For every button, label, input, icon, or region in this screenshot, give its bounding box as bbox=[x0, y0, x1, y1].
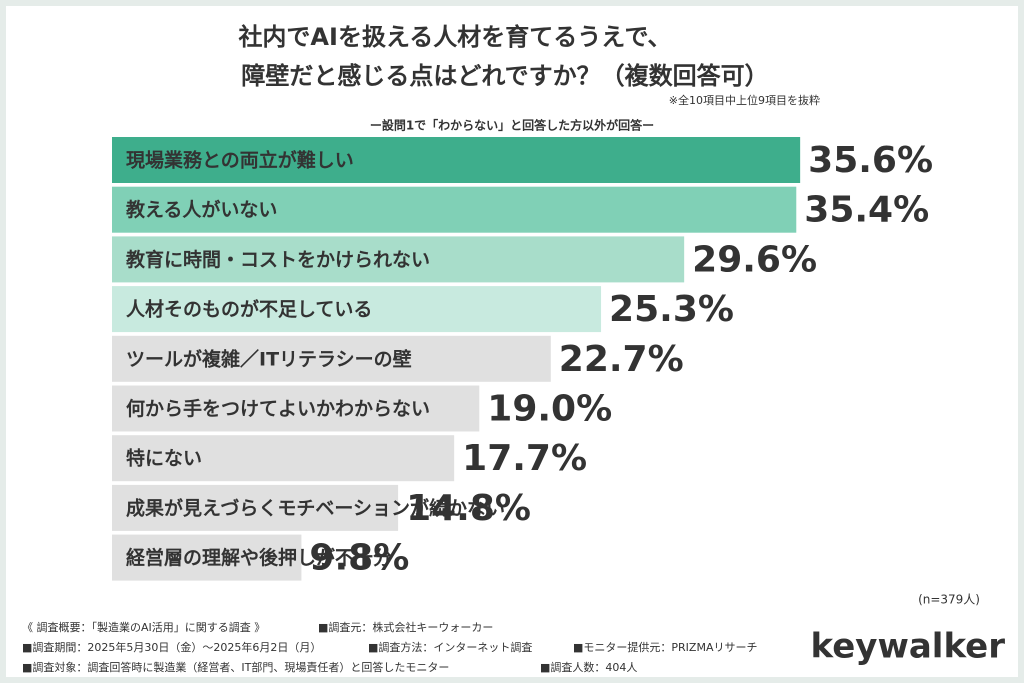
sample-note: (n=379人) bbox=[918, 593, 980, 607]
bar bbox=[112, 385, 480, 432]
footer-note: ■調査人数：404人 bbox=[540, 660, 637, 674]
footer-note: 《 調査概要：「製造業のAI活用」に関する調査 》 bbox=[22, 620, 265, 634]
bar bbox=[112, 236, 685, 283]
category-label: 特にない bbox=[126, 448, 202, 470]
value-label: 9.8% bbox=[309, 538, 409, 579]
footer-note: ■モニター提供元：PRIZMAリサーチ bbox=[573, 640, 757, 654]
value-label: 29.6% bbox=[692, 239, 817, 280]
category-label: 教育に時間・コストをかけられない bbox=[126, 248, 430, 271]
value-label: 19.0% bbox=[487, 389, 612, 430]
bar bbox=[112, 484, 399, 531]
value-label: 14.8% bbox=[406, 488, 531, 529]
chart-title: 障壁だと感じる点はどれですか？（複数回答可） bbox=[241, 62, 768, 90]
bar bbox=[112, 534, 302, 581]
note: ※全10項目中上位9項目を抜粋 bbox=[669, 93, 820, 107]
bar bbox=[112, 137, 801, 183]
footer-note: ■調査方法：インターネット調査 bbox=[368, 640, 532, 654]
bar bbox=[112, 186, 797, 233]
value-label: 22.7% bbox=[559, 339, 684, 380]
value-label: 35.4% bbox=[804, 190, 929, 231]
category-label: 現場業務との両立が難しい bbox=[126, 149, 354, 172]
chart-title: 社内でAIを扱える人材を育てるうえで、 bbox=[238, 23, 671, 51]
value-label: 35.6% bbox=[808, 140, 933, 181]
bar bbox=[112, 335, 551, 382]
category-label: 経営層の理解や後押しが不十分 bbox=[126, 546, 392, 569]
value-label: 25.3% bbox=[609, 289, 734, 330]
bar bbox=[112, 435, 455, 482]
category-label: 人材そのものが不足している bbox=[126, 298, 372, 321]
footer-note: ■調査期間：2025年5月30日（金）～2025年6月2日（月） bbox=[22, 640, 321, 654]
footer-note: ■調査対象：調査回答時に製造業（経営者、IT部門、現場責任者）と回答したモニター bbox=[22, 660, 449, 674]
bar bbox=[112, 286, 602, 333]
category-label: 成果が見えづらくモチベーションが続かない bbox=[126, 496, 505, 519]
category-label: ツールが複雑／ITリテラシーの壁 bbox=[126, 347, 412, 370]
logo: keywalker bbox=[811, 627, 1006, 667]
category-label: 教える人がいない bbox=[126, 198, 277, 221]
subtitle: ー設問1で「わからない」と回答した方以外が回答ー bbox=[370, 118, 654, 133]
category-label: 何から手をつけてよいかわからない bbox=[126, 397, 430, 420]
value-label: 17.7% bbox=[462, 438, 587, 479]
footer-note: ■調査元：株式会社キーウォーカー bbox=[318, 620, 493, 634]
